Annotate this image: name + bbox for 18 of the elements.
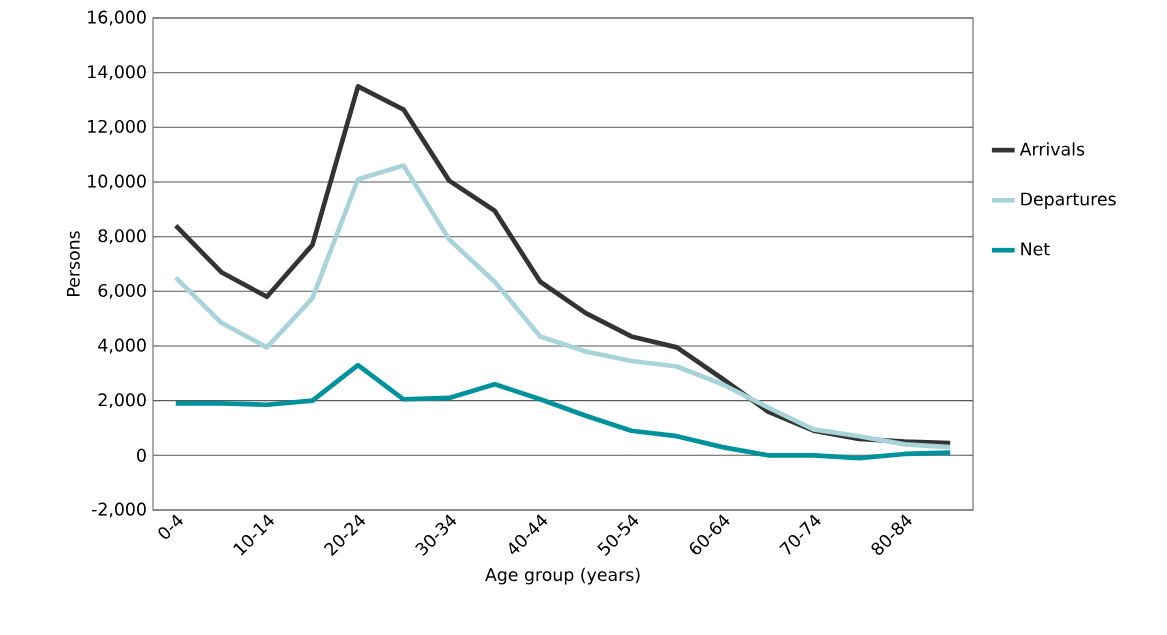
line-series <box>173 163 953 450</box>
y-axis-title: Persons <box>66 231 80 296</box>
legend-label: Net <box>1021 242 1050 256</box>
y-tick-label: 6,000 <box>98 283 146 299</box>
line-series <box>173 362 953 461</box>
x-axis-title: Age group (years) <box>485 567 640 585</box>
legend-label: Departures <box>1021 192 1116 209</box>
y-tick-label: 0 <box>137 448 146 462</box>
y-tick-label: 10,000 <box>88 174 146 190</box>
y-tick-label: 16,000 <box>88 10 146 26</box>
y-tick-label: 8,000 <box>98 229 146 245</box>
y-tick-label: -2,000 <box>91 502 146 518</box>
legend-label: Arrivals <box>1019 142 1085 156</box>
y-tick-label: 12,000 <box>88 119 146 135</box>
y-tick-label: 4,000 <box>98 338 146 354</box>
x-tick-label: 0-4 <box>158 514 183 539</box>
y-tick-label: 14,000 <box>88 65 146 81</box>
y-tick-label: 2,000 <box>98 393 146 409</box>
